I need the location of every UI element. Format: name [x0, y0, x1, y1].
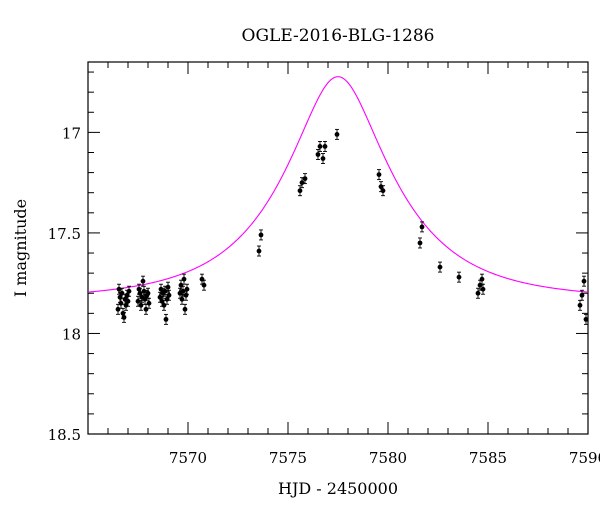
data-point [376, 169, 382, 181]
chart-title: OGLE-2016-BLG-1286 [242, 26, 435, 46]
point-marker [479, 276, 485, 282]
data-point [121, 311, 127, 323]
point-marker [125, 298, 131, 304]
data-point [417, 237, 423, 249]
point-marker [475, 290, 481, 296]
data-point [182, 303, 188, 315]
data-point [258, 229, 264, 241]
y-tick-label: 17.5 [48, 225, 81, 243]
point-marker [183, 292, 189, 298]
point-marker [380, 188, 386, 194]
data-point [143, 303, 149, 315]
data-point [380, 185, 386, 197]
point-marker [146, 300, 152, 306]
point-marker [419, 224, 425, 230]
point-marker [119, 290, 125, 296]
data-point [577, 299, 583, 311]
point-marker [577, 302, 583, 308]
point-marker [456, 274, 462, 280]
point-marker [162, 288, 168, 294]
data-point [317, 141, 323, 152]
x-tick-label: 7590 [569, 449, 600, 467]
point-marker [118, 300, 124, 306]
data-point [480, 283, 486, 295]
data-point [419, 221, 425, 233]
point-marker [182, 306, 188, 312]
point-marker [581, 278, 587, 284]
data-point [115, 303, 121, 315]
point-marker [258, 232, 264, 238]
x-axis-label: HJD - 2450000 [278, 479, 398, 498]
point-marker [417, 240, 423, 246]
point-marker [121, 314, 127, 320]
data-point [579, 289, 585, 301]
x-tick-label: 7585 [469, 449, 507, 467]
y-tick-label: 18.5 [48, 426, 81, 444]
data-point [320, 153, 326, 164]
point-marker [143, 306, 149, 312]
point-marker [135, 298, 141, 304]
data-point [163, 313, 169, 325]
point-marker [320, 156, 326, 161]
point-marker [583, 316, 589, 322]
point-marker [138, 302, 144, 308]
data-point [583, 313, 589, 325]
point-marker [116, 286, 122, 292]
data-point [581, 275, 587, 287]
data-point [126, 285, 132, 297]
point-marker [115, 306, 121, 312]
point-marker [165, 284, 171, 290]
plot-frame [87, 61, 589, 435]
point-marker [179, 296, 185, 302]
data-point [322, 141, 328, 152]
point-marker [120, 310, 126, 316]
point-marker [480, 286, 486, 292]
y-axis-label: I magnitude [11, 199, 30, 297]
model-curve [87, 76, 589, 293]
point-marker [184, 286, 190, 292]
point-marker [437, 264, 443, 270]
x-tick-label: 7580 [369, 449, 407, 467]
data-point [302, 173, 308, 185]
y-tick-label: 17 [62, 124, 81, 142]
data-point [437, 261, 443, 273]
point-marker [140, 278, 146, 284]
point-marker [161, 302, 167, 308]
axis-ticks [87, 62, 589, 435]
point-marker [166, 292, 172, 298]
data-point [181, 273, 187, 285]
point-marker [317, 144, 323, 149]
data-point [256, 245, 262, 257]
x-tick-label: 7570 [169, 449, 207, 467]
data-point [146, 297, 152, 309]
data-point [201, 279, 207, 291]
data-point [334, 128, 340, 140]
data-point [166, 289, 172, 301]
data-points [115, 128, 589, 325]
x-tick-label: 7575 [269, 449, 307, 467]
point-marker [163, 316, 169, 322]
point-marker [136, 286, 142, 292]
point-marker [256, 248, 262, 254]
point-marker [126, 288, 132, 294]
point-marker [299, 180, 305, 186]
point-marker [322, 144, 328, 149]
point-marker [579, 292, 585, 298]
y-tick-label: 18 [62, 325, 81, 343]
point-marker [315, 152, 321, 157]
data-point [184, 283, 190, 295]
point-marker [145, 290, 151, 296]
point-marker [302, 176, 308, 182]
point-marker [376, 172, 382, 178]
point-marker [297, 188, 303, 194]
data-point [456, 271, 462, 283]
point-marker [201, 282, 207, 288]
point-marker [181, 276, 187, 282]
data-point [119, 287, 125, 299]
point-marker [334, 131, 340, 137]
axis-tick-labels: 7570 7575 7580 7585 7590 17 17.5 18 18.5 [48, 124, 600, 467]
